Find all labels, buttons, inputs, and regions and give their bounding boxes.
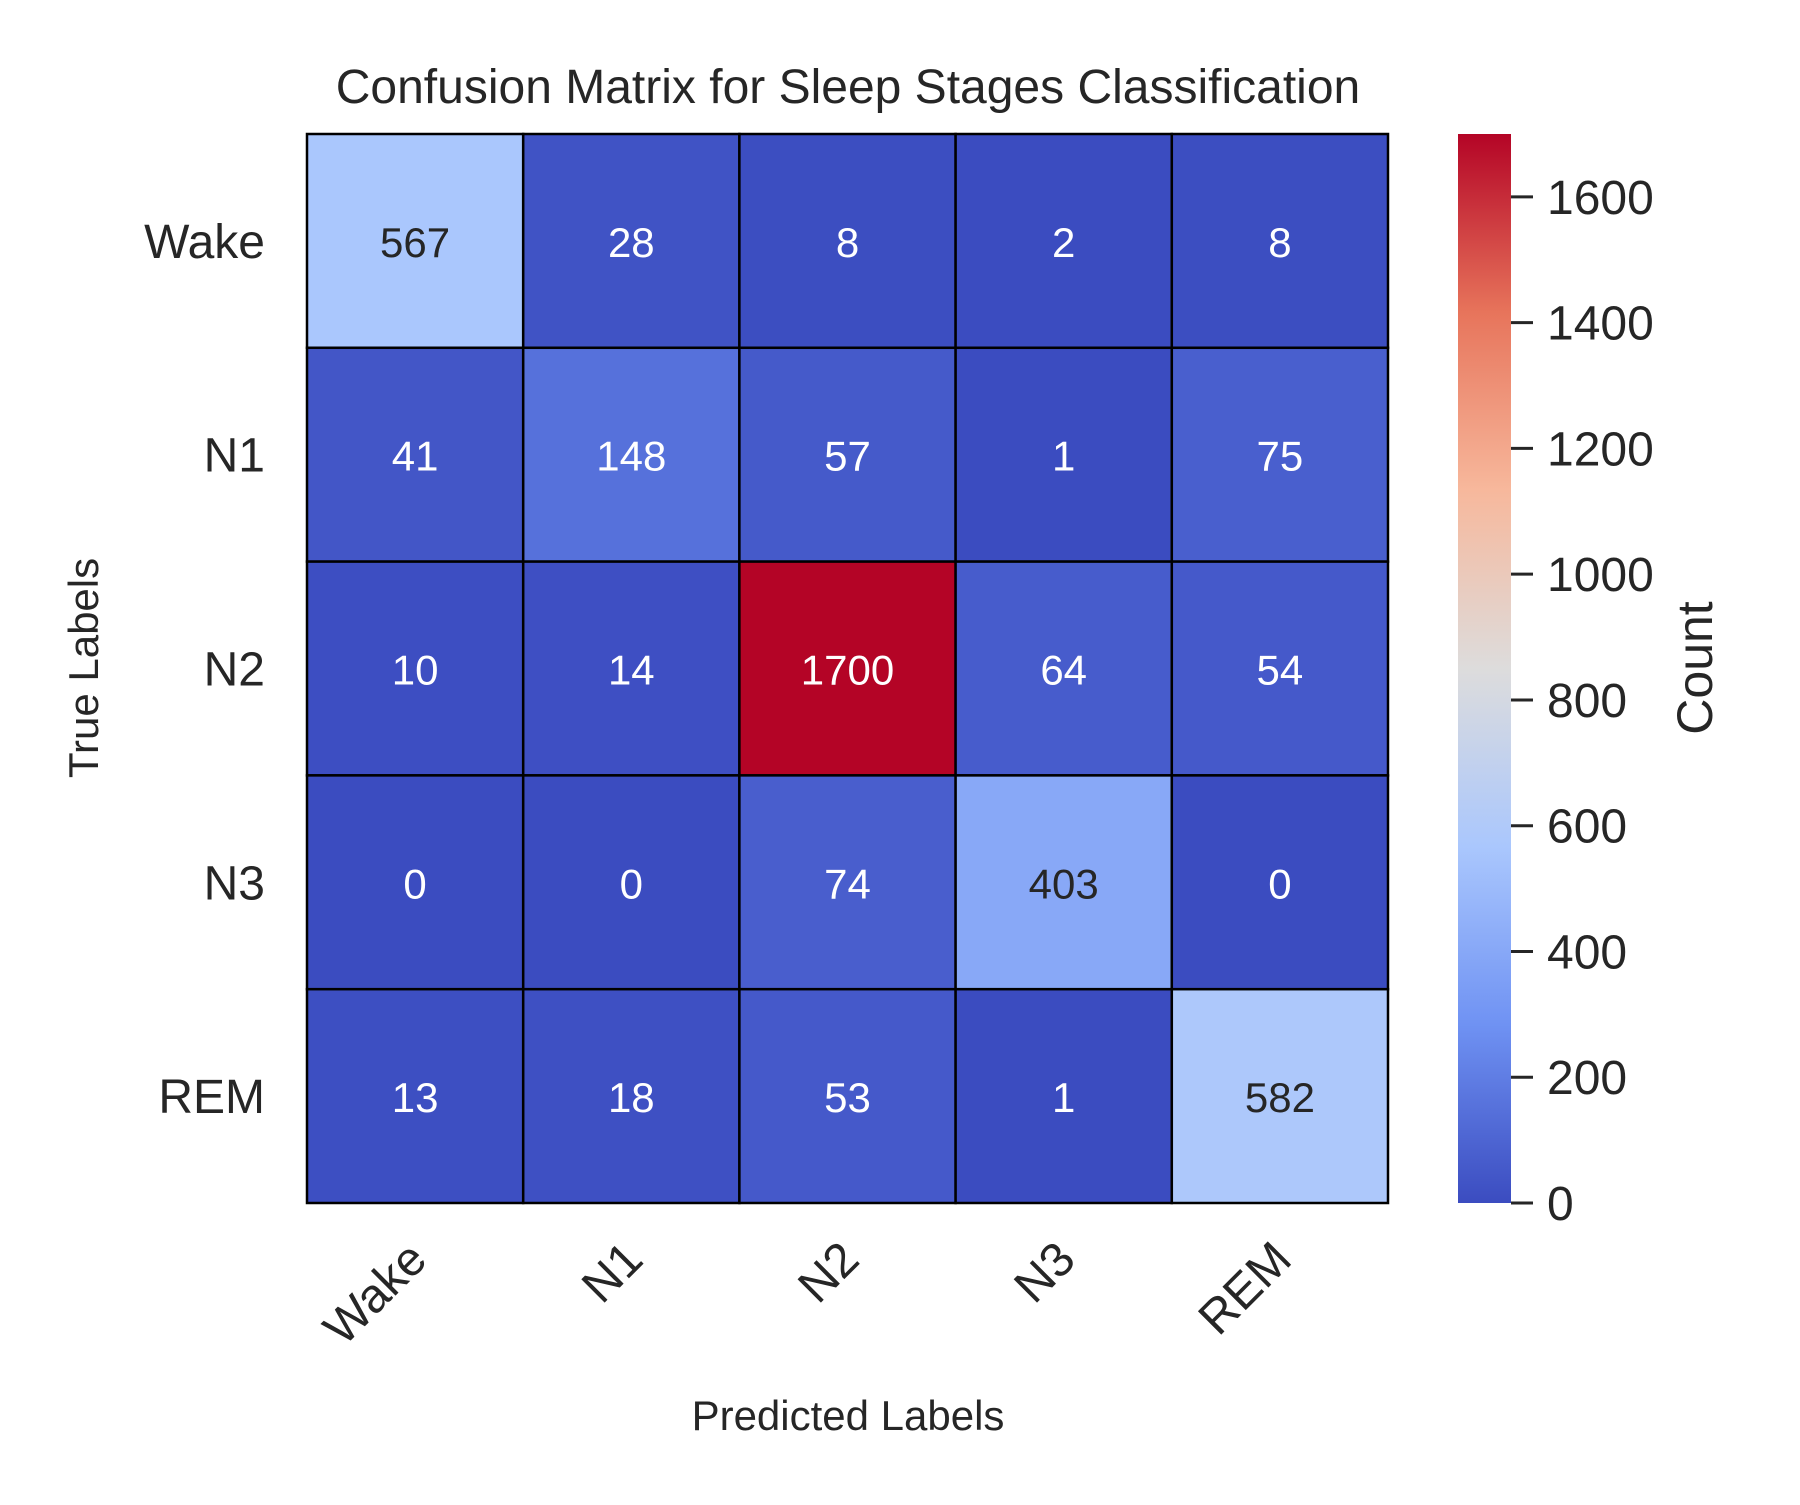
heatmap-cell: [521, 774, 741, 991]
y-axis-label: True Labels: [60, 558, 107, 778]
heatmap-cell: [1170, 560, 1390, 777]
cell-value-label: 41: [392, 433, 439, 480]
x-tick-label: N2: [788, 1232, 869, 1313]
colorbar-tick-label: 1200: [1547, 423, 1654, 476]
y-axis-tick-labels: Wake N1 N2 N3 REM: [144, 216, 265, 1124]
colorbar-tick-label: 1600: [1547, 172, 1654, 225]
cell-value-label: 1: [1052, 433, 1075, 480]
heatmap-cell: [954, 560, 1174, 777]
heatmap-cell: [1170, 132, 1390, 350]
cell-value-label: 64: [1040, 647, 1087, 694]
heatmap-cell: [738, 132, 957, 350]
y-tick-label: N3: [204, 857, 265, 910]
heatmap-cell: [305, 346, 525, 563]
heatmap-cell: [954, 132, 1174, 350]
heatmap-cell: [738, 560, 957, 777]
cell-value-label: 0: [403, 860, 426, 907]
heatmap-cell: [1170, 346, 1390, 563]
colorbar: [1458, 134, 1511, 1203]
colorbar-tick-label: 800: [1547, 675, 1627, 728]
cell-value-label: 10: [392, 647, 439, 694]
colorbar-tick-label: 400: [1547, 926, 1627, 979]
colorbar-tick-label: 600: [1547, 801, 1627, 854]
x-tick-label: Wake: [314, 1232, 437, 1355]
cell-value-label: 2: [1052, 219, 1075, 266]
heatmap-cell: [305, 132, 525, 350]
cell-value-label: 74: [824, 860, 871, 907]
heatmap-cell: [305, 774, 525, 991]
cell-value-label: 75: [1257, 433, 1304, 480]
cell-value-label: 57: [824, 433, 871, 480]
heatmap-cell: [521, 132, 741, 350]
colorbar-label: Count: [1667, 601, 1723, 735]
colorbar-tick-label: 0: [1547, 1178, 1574, 1231]
cell-value-label: 567: [380, 219, 450, 266]
heatmap-cell: [738, 346, 957, 563]
colorbar-tick-label: 1400: [1547, 298, 1654, 351]
cell-value-label: 28: [608, 219, 655, 266]
cell-value-label: 1: [1052, 1074, 1075, 1121]
chart-title: Confusion Matrix for Sleep Stages Classi…: [336, 61, 1360, 114]
cell-value-label: 54: [1257, 647, 1304, 694]
heatmap-cell: [1170, 987, 1390, 1205]
cell-value-label: 13: [392, 1074, 439, 1121]
heatmap-cell: [738, 774, 957, 991]
cell-value-label: 14: [608, 647, 655, 694]
cell-value-label: 582: [1245, 1074, 1315, 1121]
cell-value-label: 0: [1268, 860, 1291, 907]
heatmap-cell: [521, 987, 741, 1205]
x-tick-label: N3: [1005, 1232, 1086, 1313]
cell-value-label: 0: [620, 860, 643, 907]
cell-value-label: 53: [824, 1074, 871, 1121]
heatmap-cell: [954, 774, 1174, 991]
y-tick-label: REM: [158, 1071, 265, 1124]
cell-value-label: 148: [596, 433, 666, 480]
colorbar-ticks: 0 200 400 600 800 1000 1200 1400 1600: [1511, 172, 1654, 1231]
x-axis-tick-labels: Wake N1 N2 N3 REM: [314, 1232, 1302, 1355]
cell-value-label: 8: [836, 219, 859, 266]
heatmap-cell: [1170, 774, 1390, 991]
x-axis-label: Predicted Labels: [692, 1392, 1005, 1439]
y-tick-label: N1: [204, 430, 265, 483]
cell-value-label: 403: [1029, 860, 1099, 907]
heatmap-cells: [305, 132, 1390, 1205]
colorbar-tick-label: 1000: [1547, 549, 1654, 602]
y-tick-label: N2: [204, 644, 265, 697]
colorbar-tick-label: 200: [1547, 1052, 1627, 1105]
cell-value-label: 8: [1268, 219, 1291, 266]
heatmap-cell: [738, 987, 957, 1205]
heatmap-cell: [521, 560, 741, 777]
cell-value-label: 18: [608, 1074, 655, 1121]
x-tick-label: N1: [572, 1232, 653, 1313]
cell-value-label: 1700: [801, 647, 894, 694]
x-tick-label: REM: [1189, 1232, 1302, 1345]
y-tick-label: Wake: [144, 216, 265, 269]
heatmap-cell: [305, 987, 525, 1205]
